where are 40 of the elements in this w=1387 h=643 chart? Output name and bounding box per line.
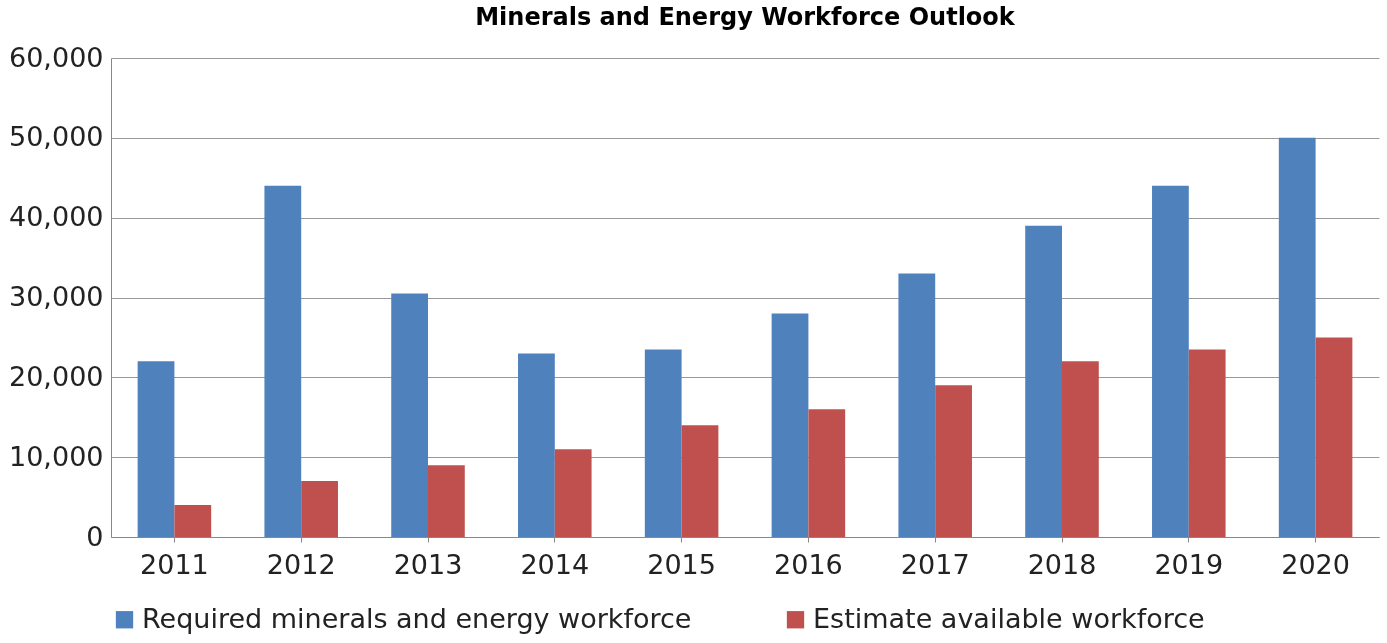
x-tick-label: 2015 [647,548,716,580]
chart-title: Minerals and Energy Workforce Outlook [475,3,1016,31]
bar [301,481,338,537]
bar [898,273,936,537]
bar [1062,361,1099,537]
bar [808,409,846,537]
x-tick-label: 2012 [266,548,336,580]
bar [1025,225,1062,537]
x-tick-label: 2011 [140,548,209,580]
bar [1188,349,1226,537]
bar [771,313,809,537]
legend-label: Required minerals and energy workforce [142,602,692,634]
bar [174,505,212,537]
bar [554,449,592,537]
x-tick-label: 2017 [900,548,970,580]
bar [137,361,175,537]
bar [1315,337,1353,537]
bar [264,185,302,537]
x-tick-label: 2018 [1027,548,1097,580]
bar [644,349,682,537]
y-tick-label: 0 [86,520,104,552]
x-tick-label: 2019 [1154,548,1224,580]
x-tick-label: 2013 [393,548,463,580]
y-tick-label: 30,000 [9,281,104,312]
x-tick-label: 2020 [1281,548,1350,580]
bar [1152,185,1189,537]
bar [1278,137,1316,537]
bar [428,465,465,537]
legend-label: Estimate available workforce [813,602,1205,634]
y-tick-label: 50,000 [9,121,104,153]
y-tick-label: 40,000 [9,201,104,233]
bar [681,425,719,537]
x-tick-label: 2014 [520,548,590,580]
y-tick-label: 60,000 [9,41,104,73]
x-tick-label: 2016 [774,548,843,580]
bar [518,353,555,537]
bar [391,293,428,537]
bar [935,385,972,537]
y-tick-label: 10,000 [9,440,104,472]
y-tick-label: 20,000 [9,360,104,392]
